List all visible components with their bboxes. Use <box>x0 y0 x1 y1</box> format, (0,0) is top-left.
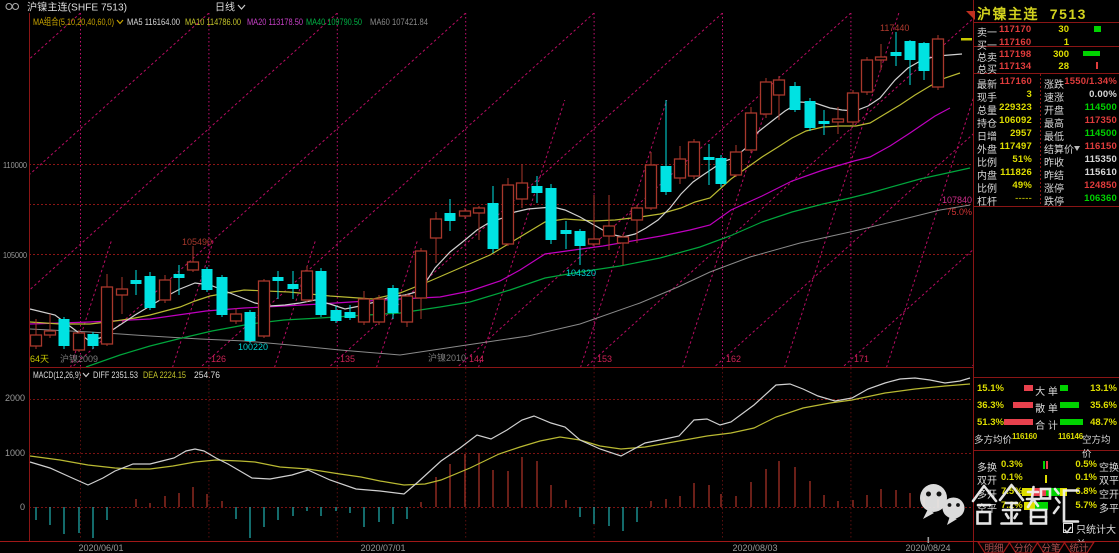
svg-text:75.0%: 75.0% <box>946 207 972 217</box>
svg-text:MA40 109790.50: MA40 109790.50 <box>306 17 362 28</box>
svg-text:日线: 日线 <box>215 1 235 14</box>
svg-text:107840: 107840 <box>942 195 972 205</box>
svg-text:沪镍2009: 沪镍2009 <box>60 353 98 364</box>
svg-text:135: 135 <box>340 354 355 364</box>
svg-text:110000: 110000 <box>3 160 27 170</box>
svg-text:沪镍2010: 沪镍2010 <box>428 352 466 363</box>
svg-text:分笔: 分笔 <box>1041 543 1060 553</box>
svg-text:MA20 113178.50: MA20 113178.50 <box>247 17 303 28</box>
svg-text:明细: 明细 <box>984 543 1003 553</box>
svg-text:64天: 64天 <box>30 354 49 364</box>
svg-text:2000: 2000 <box>5 393 25 403</box>
svg-text:沪镍主连(SHFE 7513): 沪镍主连(SHFE 7513) <box>27 1 127 14</box>
svg-text:126: 126 <box>211 354 226 364</box>
svg-text:MA10 114786.00: MA10 114786.00 <box>185 17 241 28</box>
svg-text:100220: 100220 <box>238 342 268 352</box>
svg-text:2020/07/01: 2020/07/01 <box>360 543 405 553</box>
svg-text:117440: 117440 <box>880 23 909 33</box>
svg-text:162: 162 <box>726 354 741 364</box>
svg-text:104320: 104320 <box>566 268 596 278</box>
svg-text:分价: 分价 <box>1014 544 1034 553</box>
svg-text:MA组合(5,10,20,40,60,0): MA组合(5,10,20,40,60,0) <box>33 16 114 28</box>
svg-text:MA5 116164.00: MA5 116164.00 <box>127 17 180 28</box>
svg-text:1000: 1000 <box>5 448 25 458</box>
svg-text:DIFF 2351.53: DIFF 2351.53 <box>93 370 138 381</box>
svg-text:MACD(12,26,9): MACD(12,26,9) <box>33 370 81 381</box>
svg-text:2020/06/01: 2020/06/01 <box>78 543 123 553</box>
svg-text:2020/08/24: 2020/08/24 <box>905 543 950 553</box>
svg-text:105490: 105490 <box>182 237 212 247</box>
svg-text:254.76: 254.76 <box>194 370 220 381</box>
svg-text:统计: 统计 <box>1069 543 1089 553</box>
svg-text:0: 0 <box>20 502 25 512</box>
svg-text:105000: 105000 <box>3 250 27 260</box>
svg-text:171: 171 <box>854 354 869 364</box>
svg-text:MA60 107421.84: MA60 107421.84 <box>370 17 428 28</box>
svg-text:144: 144 <box>469 354 484 364</box>
svg-text:153: 153 <box>597 354 612 364</box>
svg-text:2020/08/03: 2020/08/03 <box>732 543 777 553</box>
svg-text:DEA 2224.15: DEA 2224.15 <box>143 370 186 381</box>
